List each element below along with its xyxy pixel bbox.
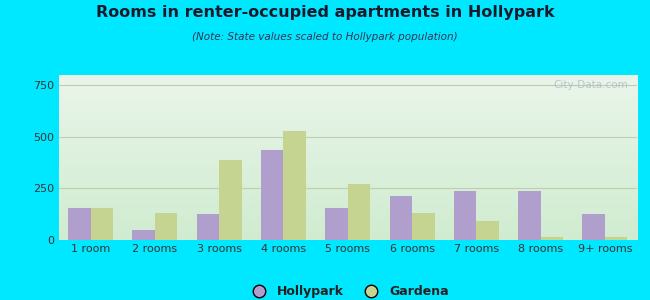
Bar (283, 131, 306, 240)
Text: Rooms in renter-occupied apartments in Hollypark: Rooms in renter-occupied apartments in H… (96, 4, 554, 20)
Legend: Hollypark, Gardena: Hollypark, Gardena (242, 280, 454, 300)
Bar (541, 237, 563, 240)
Bar (582, 214, 605, 240)
Bar (348, 184, 370, 240)
Bar (476, 221, 499, 240)
Bar (155, 213, 177, 240)
Bar (197, 214, 219, 240)
Bar (261, 150, 283, 240)
Bar (90, 208, 113, 240)
Bar (133, 230, 155, 240)
Bar (389, 196, 412, 240)
Bar (454, 190, 476, 240)
Text: City-Data.com: City-Data.com (554, 80, 629, 90)
Bar (219, 160, 242, 240)
Bar (412, 213, 434, 240)
Text: (Note: State values scaled to Hollypark population): (Note: State values scaled to Hollypark … (192, 32, 458, 41)
Bar (605, 237, 627, 240)
Bar (325, 208, 348, 240)
Bar (68, 208, 90, 240)
Bar (518, 190, 541, 240)
